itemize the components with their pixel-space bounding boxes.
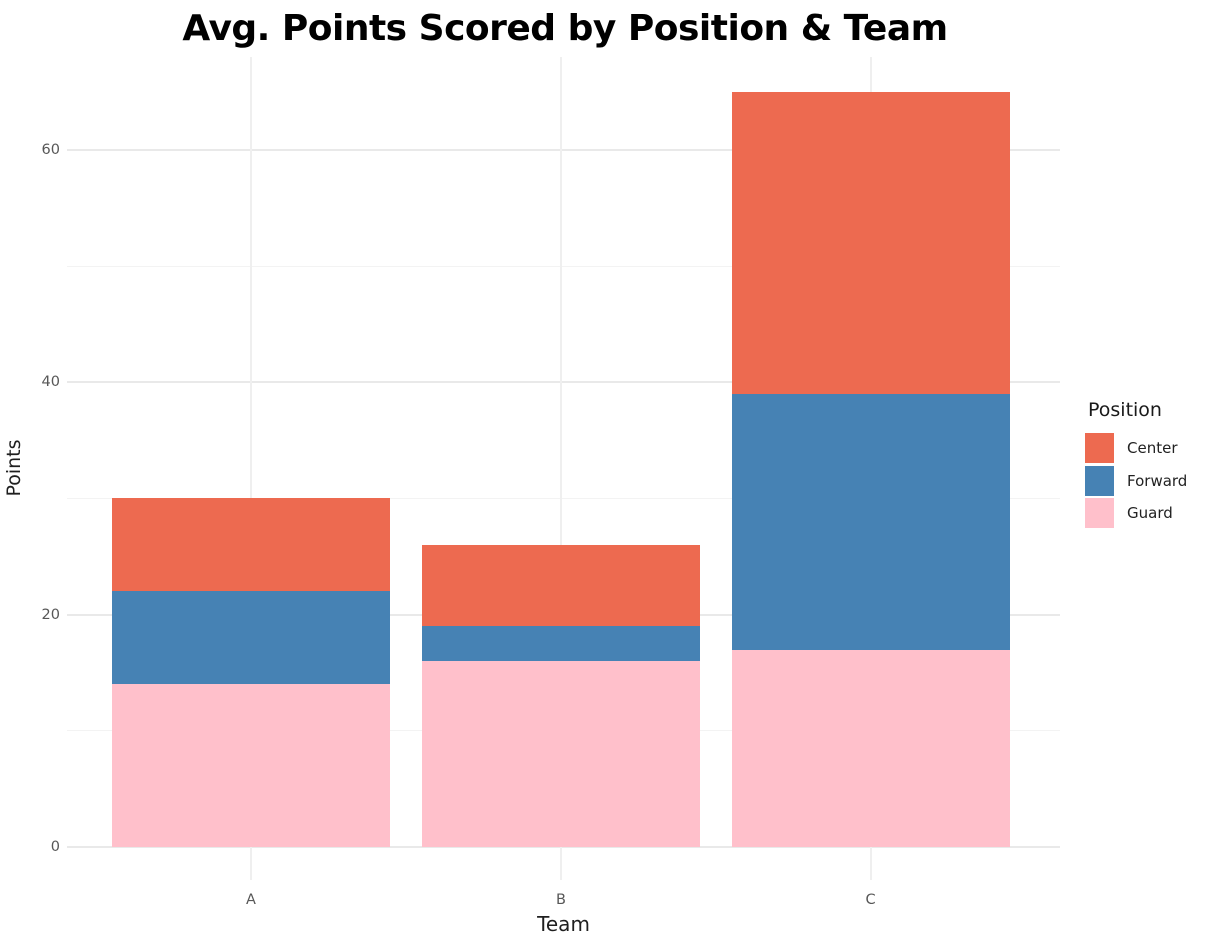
legend-item-center: Center: [1085, 433, 1209, 463]
legend-title: Position: [1088, 399, 1162, 421]
bar-segment-forward-team-a: [112, 591, 390, 685]
legend-swatch-forward-icon: [1085, 465, 1114, 496]
x-axis-title: Team: [537, 912, 590, 936]
y-tick-label: 0: [50, 839, 60, 855]
x-tick-label: C: [865, 892, 876, 908]
legend-item-label: Center: [1127, 439, 1178, 457]
gridline-horizontal-minor: [67, 497, 1060, 499]
gridline-horizontal-minor: [67, 265, 1060, 267]
bar-segment-guard-team-a: [112, 684, 390, 847]
legend-item-guard: Guard: [1085, 498, 1209, 528]
legend: Position Center Forward Guard: [1085, 399, 1209, 531]
gridline-vertical: [250, 57, 252, 880]
plot-area: [67, 57, 1060, 880]
bar-segment-forward-team-b: [422, 626, 700, 662]
y-axis-title: Points: [3, 439, 25, 497]
x-tick-label: B: [556, 892, 566, 908]
bar-segment-center-team-c: [731, 91, 1010, 394]
bar-segment-forward-team-c: [731, 393, 1010, 650]
bar-segment-center-team-b: [422, 544, 700, 627]
legend-item-forward: Forward: [1085, 465, 1209, 496]
legend-swatch-center-icon: [1085, 433, 1114, 463]
y-tick-label: 60: [41, 141, 60, 158]
chart-title: Avg. Points Scored by Position & Team: [182, 8, 948, 49]
legend-item-label: Forward: [1127, 471, 1188, 490]
gridline-horizontal-major: [67, 148, 1060, 151]
x-tick-label: A: [246, 892, 256, 908]
gridline-horizontal-major: [67, 381, 1060, 384]
gridline-horizontal-major: [67, 846, 1060, 848]
gridline-vertical: [560, 57, 562, 880]
legend-swatch-guard-icon: [1085, 498, 1114, 528]
bar-segment-center-team-a: [112, 498, 390, 592]
bar-segment-guard-team-c: [731, 649, 1010, 847]
bar-segment-guard-team-b: [422, 661, 700, 847]
legend-item-label: Guard: [1127, 504, 1173, 522]
legend-items: Center Forward Guard: [1085, 433, 1209, 528]
y-tick-label: 20: [41, 606, 60, 623]
y-tick-label: 40: [41, 374, 60, 391]
